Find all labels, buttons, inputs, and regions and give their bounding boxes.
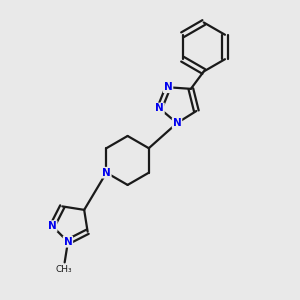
Text: N: N (64, 237, 72, 247)
Text: N: N (102, 168, 111, 178)
Text: N: N (164, 82, 172, 92)
Text: N: N (172, 118, 182, 128)
Text: CH₃: CH₃ (55, 265, 72, 274)
Text: N: N (48, 221, 57, 231)
Text: N: N (155, 103, 164, 113)
